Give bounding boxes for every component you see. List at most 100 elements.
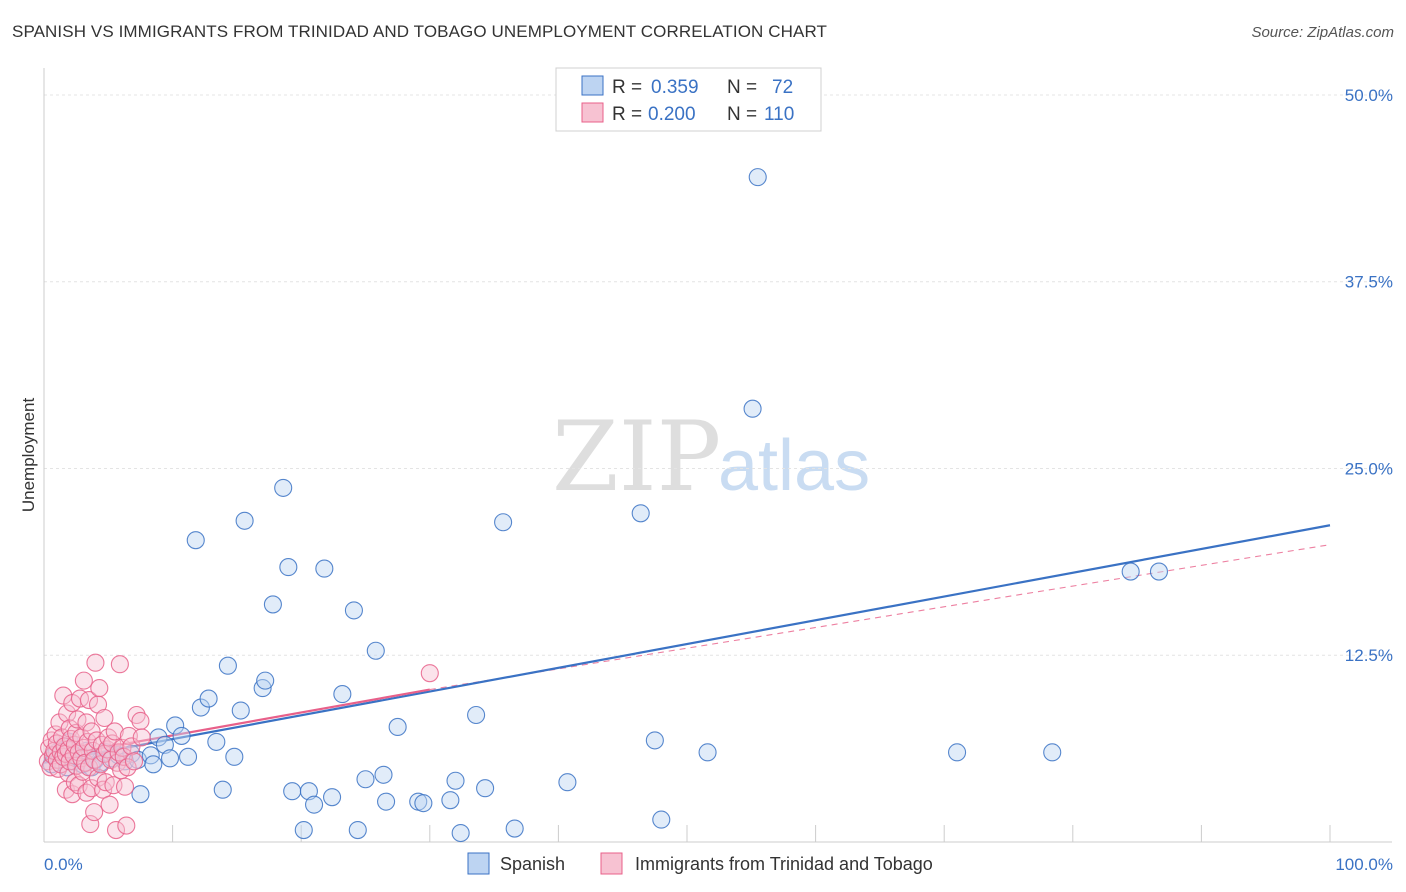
spanish-trend-line	[43, 524, 1331, 764]
spanish-point	[199, 689, 218, 708]
spanish-point	[213, 780, 232, 799]
legend-r-value-pink: 0.200	[648, 104, 696, 125]
trinidad-point	[86, 653, 105, 672]
bottom-legend: Spanish Immigrants from Trinidad and Tob…	[467, 852, 933, 875]
spanish-point	[748, 168, 767, 187]
watermark: ZIP atlas	[552, 401, 870, 513]
spanish-point	[414, 794, 433, 813]
spanish-point	[323, 788, 342, 807]
spanish-point	[1043, 743, 1062, 762]
trinidad-point	[420, 664, 439, 683]
trinidad-point	[77, 713, 96, 732]
legend-r-value-blue: 0.359	[651, 77, 699, 98]
spanish-point	[131, 785, 150, 804]
spanish-point	[698, 743, 717, 762]
bottom-legend-label-trinidad: Immigrants from Trinidad and Tobago	[635, 854, 933, 874]
spanish-point	[299, 782, 318, 801]
trinidad-point	[124, 752, 144, 771]
trinidad-point	[83, 741, 102, 760]
legend-n-value-blue: 72	[772, 77, 793, 98]
spanish-point	[166, 716, 185, 735]
trinidad-points	[38, 653, 439, 840]
spanish-point	[186, 531, 205, 550]
spanish-point	[231, 701, 250, 720]
trinidad-trend-line-dashed	[429, 544, 1331, 691]
spanish-point	[218, 656, 237, 675]
spanish-point	[558, 773, 577, 792]
trinidad-point	[58, 704, 77, 723]
spanish-point	[253, 679, 272, 698]
legend-swatch-pink	[581, 102, 604, 123]
spanish-point	[344, 601, 363, 620]
spanish-point	[374, 765, 393, 784]
legend-swatch-blue	[581, 75, 604, 96]
trinidad-point	[85, 803, 104, 822]
legend-r-label-pink: R =	[612, 104, 642, 125]
spanish-point	[505, 819, 524, 838]
y-tick-label: 25.0%	[1345, 459, 1393, 478]
x-tick-max: 100.0%	[1335, 855, 1393, 874]
spanish-point	[494, 513, 513, 532]
trinidad-point	[105, 722, 124, 741]
spanish-point	[1149, 562, 1169, 581]
trinidad-point	[79, 691, 99, 710]
legend: R = 0.359 N = 72 R = 0.200 N = 110	[555, 67, 822, 132]
spanish-point	[743, 399, 762, 418]
spanish-point	[172, 726, 191, 745]
chart-title: SPANISH VS IMMIGRANTS FROM TRINIDAD AND …	[12, 22, 827, 41]
trend-lines	[43, 524, 1331, 764]
trinidad-point	[132, 728, 151, 747]
spanish-point	[178, 747, 198, 766]
trinidad-trend-line	[43, 688, 430, 760]
spanish-point	[235, 511, 254, 530]
trinidad-point	[103, 734, 122, 753]
spanish-point	[467, 705, 486, 725]
trinidad-point	[100, 795, 119, 814]
spanish-point	[144, 755, 163, 774]
bottom-legend-swatch-spanish	[467, 852, 490, 875]
axes	[43, 68, 1392, 843]
watermark-atlas: atlas	[718, 426, 870, 506]
spanish-point	[263, 595, 282, 614]
spanish-point	[631, 504, 650, 523]
legend-n-value-pink: 110	[764, 104, 794, 125]
trinidad-point	[115, 777, 135, 796]
y-tick-label: 12.5%	[1345, 646, 1393, 665]
trinidad-point	[95, 708, 114, 728]
spanish-point	[160, 749, 180, 768]
bottom-legend-swatch-trinidad	[600, 852, 623, 875]
spanish-point	[377, 792, 396, 811]
spanish-point	[476, 779, 495, 798]
spanish-point	[366, 641, 385, 660]
trinidad-point	[81, 815, 100, 834]
trinidad-point	[106, 820, 126, 840]
spanish-point	[1121, 562, 1140, 581]
trinidad-point	[131, 711, 150, 731]
spanish-point	[948, 743, 967, 762]
watermark-zip: ZIP	[552, 401, 721, 513]
spanish-point	[305, 795, 324, 814]
spanish-point	[274, 478, 293, 497]
spanish-point	[348, 820, 367, 840]
source-attribution: Source: ZipAtlas.com	[1251, 24, 1394, 41]
y-tick-labels: 12.5% 25.0% 37.5% 50.0%	[1345, 86, 1393, 665]
trinidad-point	[114, 747, 133, 766]
trinidad-point	[63, 785, 82, 804]
y-tick-label: 37.5%	[1345, 273, 1393, 292]
trinidad-point	[82, 722, 101, 741]
spanish-point	[441, 791, 460, 810]
bottom-legend-label-spanish: Spanish	[500, 854, 565, 874]
trinidad-point	[122, 737, 141, 756]
spanish-point	[451, 823, 470, 843]
trinidad-point	[110, 655, 129, 674]
x-tick-min: 0.0%	[44, 855, 83, 874]
trinidad-point	[70, 689, 90, 708]
y-axis-label: Unemployment	[19, 398, 38, 513]
spanish-point	[294, 820, 313, 840]
spanish-point	[446, 771, 465, 790]
spanish-point	[279, 558, 298, 577]
spanish-point	[283, 782, 302, 801]
trinidad-point	[117, 816, 136, 835]
spanish-point	[225, 747, 244, 766]
spanish-point	[388, 717, 407, 737]
